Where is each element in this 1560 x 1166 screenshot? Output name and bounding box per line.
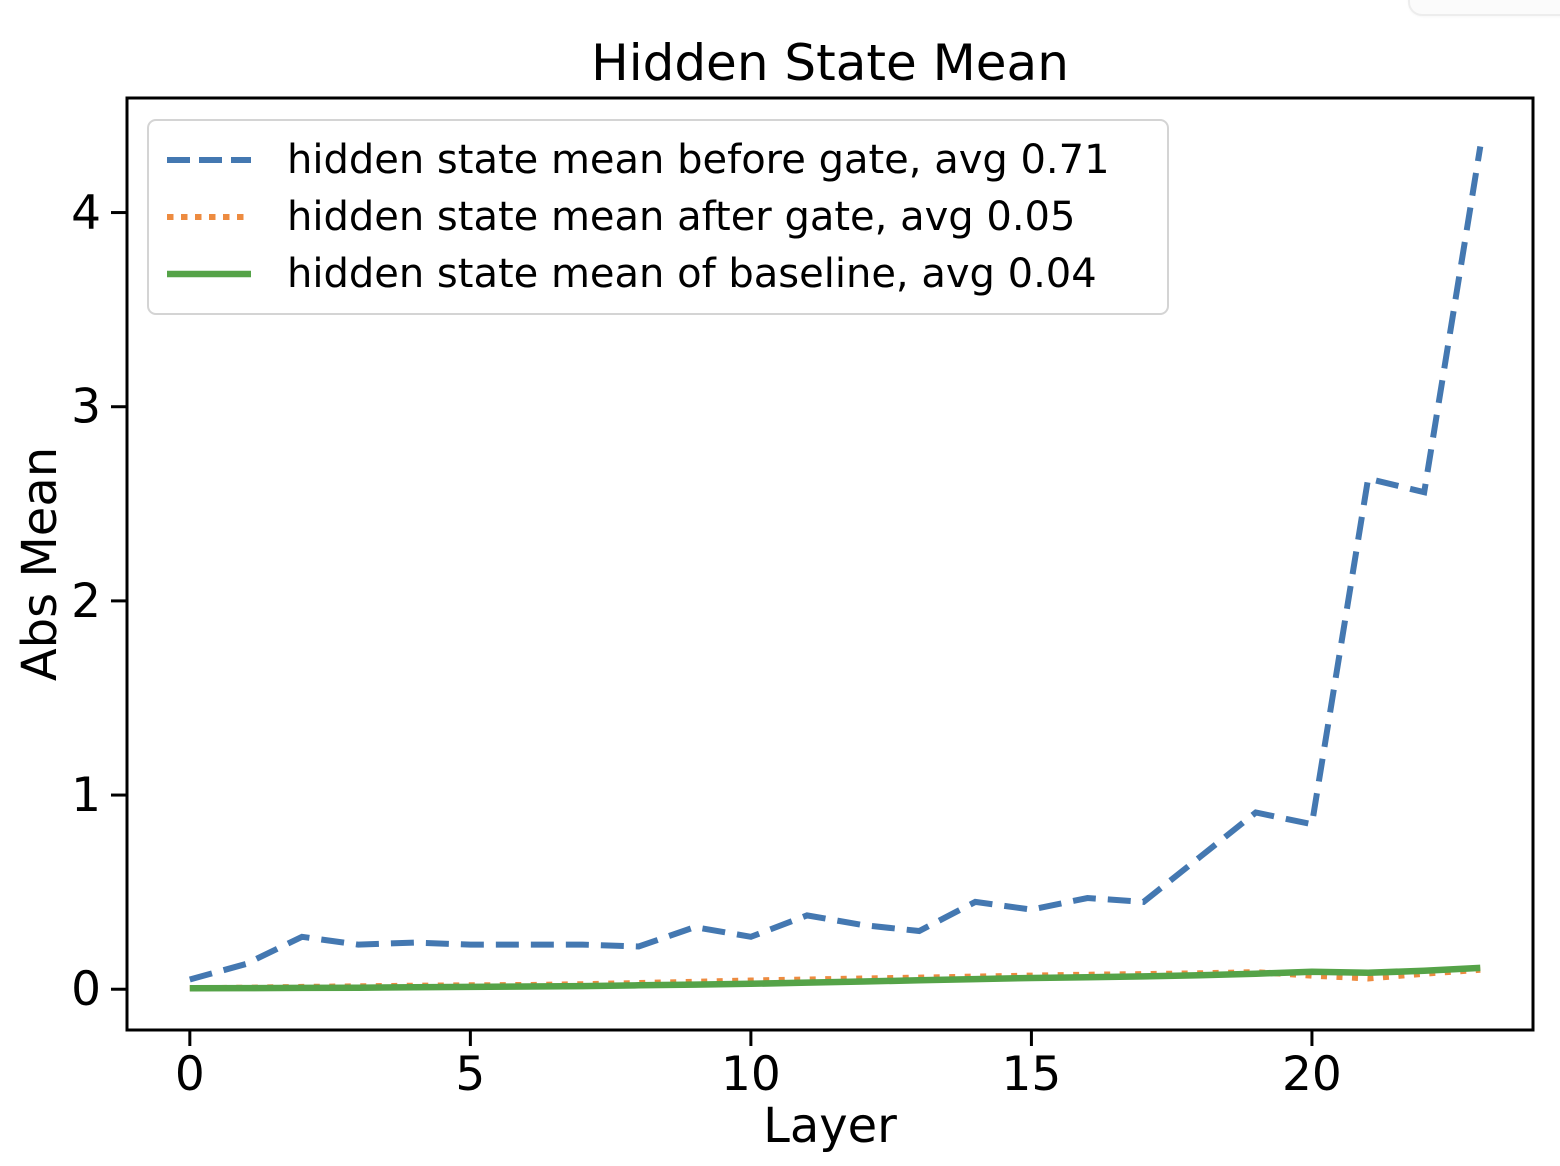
legend-label: hidden state mean of baseline, avg 0.04 (287, 251, 1097, 298)
legend-label: hidden state mean before gate, avg 0.71 (287, 136, 1110, 183)
y-tick-label: 3 (71, 380, 101, 435)
x-axis-label: Layer (763, 1098, 897, 1154)
series-line-2 (189, 964, 1481, 992)
legend-line-sample-solid-icon (167, 271, 251, 278)
chart-title: Hidden State Mean (591, 34, 1069, 92)
y-tick-label: 1 (71, 768, 101, 823)
legend-entry-baseline: hidden state mean of baseline, avg 0.04 (167, 251, 1149, 297)
x-tick-label: 15 (1002, 1047, 1062, 1102)
y-tick-label: 2 (71, 574, 101, 629)
x-tick-label: 10 (721, 1047, 781, 1102)
legend-line-sample-dotted-icon (167, 213, 251, 220)
x-tick-label: 0 (175, 1047, 205, 1102)
y-tick-label: 0 (71, 962, 101, 1017)
legend-entry-before-gate: hidden state mean before gate, avg 0.71 (167, 137, 1149, 183)
series-line-0 (189, 146, 1484, 983)
legend-entry-after-gate: hidden state mean after gate, avg 0.05 (167, 194, 1149, 240)
legend-label: hidden state mean after gate, avg 0.05 (287, 193, 1076, 240)
x-tick-label: 20 (1282, 1047, 1342, 1102)
y-axis-label: Abs Mean (12, 446, 68, 682)
legend: hidden state mean before gate, avg 0.71 … (147, 119, 1169, 315)
legend-line-sample-dashed-icon (167, 156, 251, 163)
y-tick-label: 4 (71, 186, 101, 241)
x-tick-label: 5 (455, 1047, 485, 1102)
axes-spines (125, 96, 1535, 1032)
screen-corner-artifact (1408, 0, 1560, 16)
